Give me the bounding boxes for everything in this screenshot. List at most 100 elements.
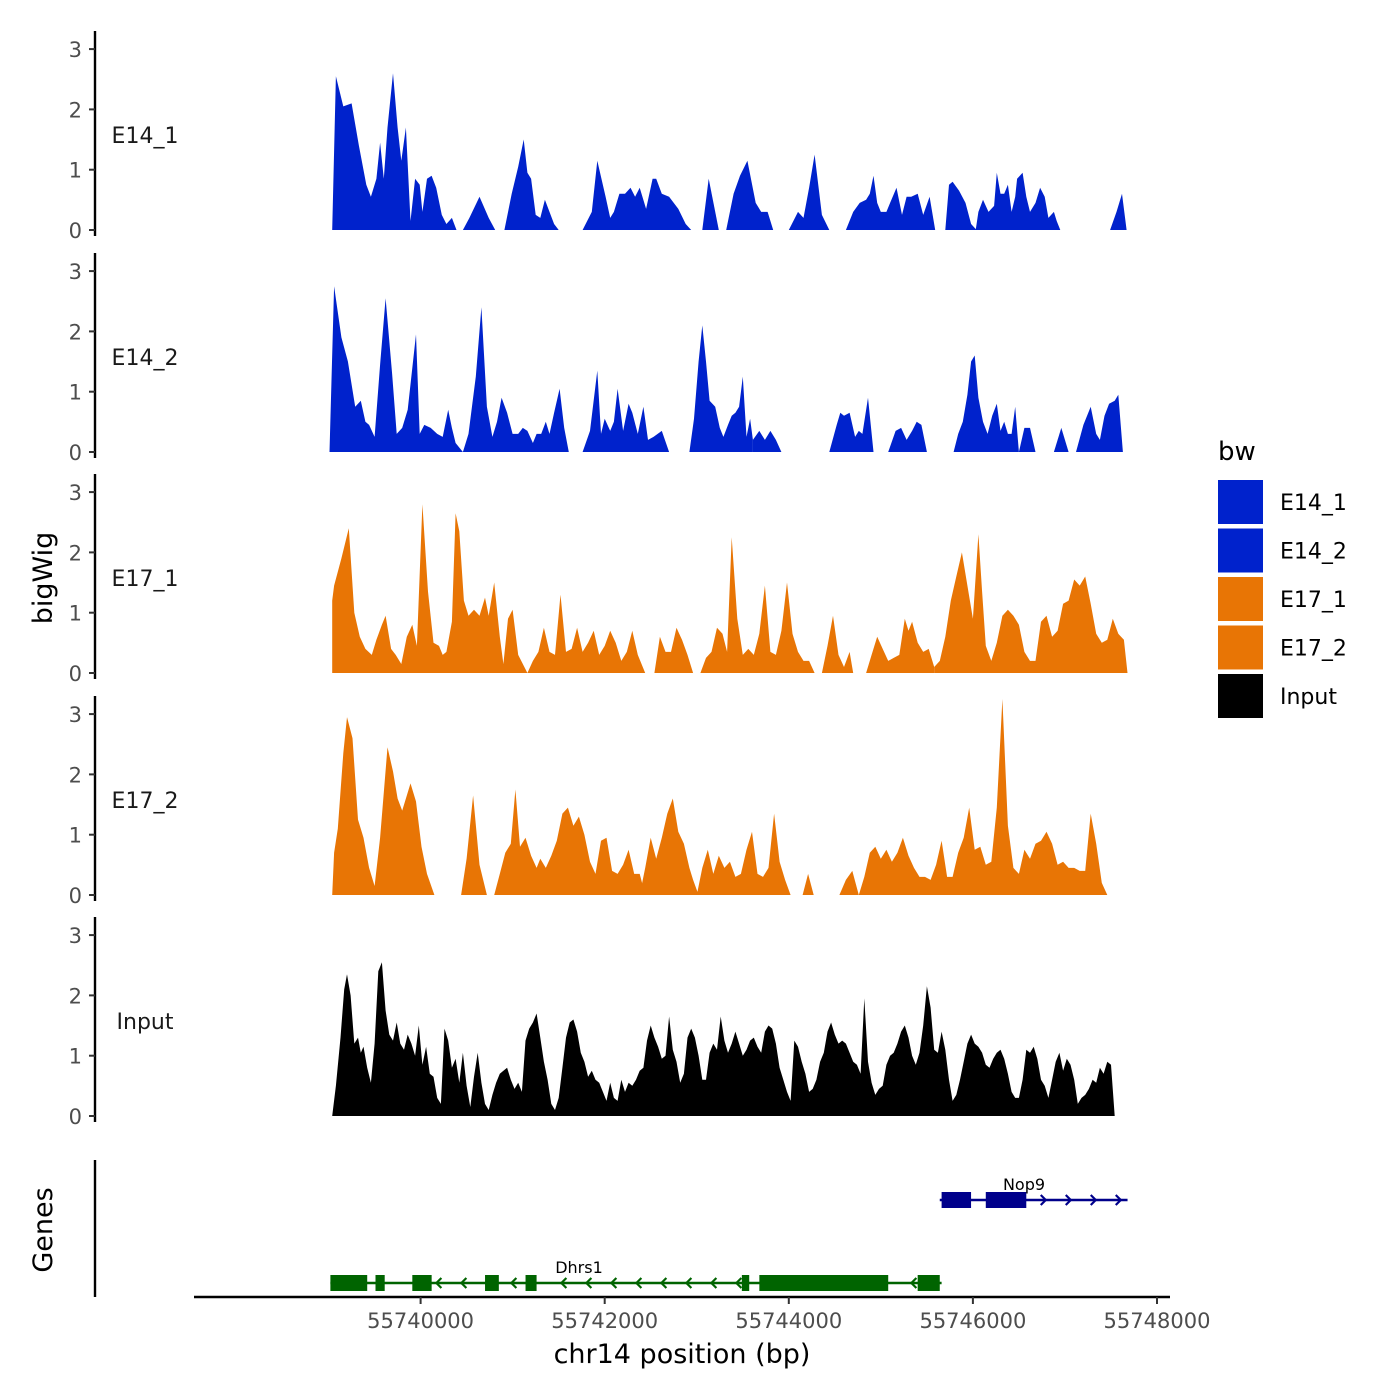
strand-arrow [634,1277,643,1289]
genes-axis-title: Genes [28,1187,59,1272]
signal-area [332,717,435,895]
signal-area [858,699,1108,895]
signal-area [582,160,692,230]
legend-label: E17_2 [1280,637,1347,662]
strand-arrow [709,1277,718,1289]
legend-items: E14_1 E14_2 E17_1 E17_2 Input [1218,480,1347,718]
exon [375,1275,385,1291]
signal-area [829,397,874,452]
signal-area [975,172,1061,230]
signal-area [700,537,815,673]
signal-area [1076,394,1123,452]
gene-dhrs1: Dhrs1 [330,1258,942,1291]
exon [941,1192,972,1208]
y-tick-label: 3 [69,260,82,284]
legend-label: Input [1280,685,1337,710]
signal-area [845,175,936,230]
track-label: E17_1 [112,567,179,592]
y-tick-label: 1 [69,1045,82,1069]
y-tick-label: 2 [69,320,82,344]
y-tick-label: 2 [69,984,82,1008]
legend: bw E14_1 E14_2 E17_1 E17_2 Input [1218,437,1347,718]
x-axis-title: chr14 position (bp) [554,1339,811,1370]
x-tick-label: 55744000 [735,1309,842,1333]
signal-area [494,789,646,895]
signal-area [504,139,559,230]
y-tick-label: 1 [69,602,82,626]
signal-area [866,618,935,673]
signal-area [462,196,496,230]
track-input: 0 1 2 3 Input [69,917,1115,1129]
legend-swatch [1218,577,1263,621]
legend-swatch [1218,528,1263,573]
signal-area [726,160,774,230]
signal-area [329,286,463,452]
y-tick-label: 2 [69,541,82,565]
strand-arrow [909,1277,918,1289]
track-e17-2: 0 1 2 3 E17_2 [69,696,1108,908]
track-panels: 0 1 2 3 E14_1 0 1 2 3 E14_2 0 1 2 3 E17_1 0 1 2 3 E17_2 0 1 2 3… [69,31,1128,1129]
y-tick-label: 1 [69,824,82,848]
signal-area [839,870,859,895]
strand-arrow [684,1277,693,1289]
y-tick-label: 3 [69,38,82,62]
signal-area [788,154,830,230]
signal-area [654,627,694,673]
y-tick-label: 0 [69,219,82,243]
signal-area [953,355,1019,452]
y-tick-label: 0 [69,884,82,908]
track-label: E17_2 [112,789,179,814]
y-tick-label: 3 [69,703,82,727]
signal-area [1053,427,1069,452]
signal-area [639,798,699,895]
x-axis: 55740000 55742000 55744000 55746000 55748000 [194,1295,1210,1333]
legend-label: E14_1 [1280,491,1347,516]
signal-area [462,307,569,452]
track-e14-1: 0 1 2 3 E14_1 [69,31,1127,243]
strand-arrow [1064,1194,1073,1206]
strand-arrow [659,1277,668,1289]
track-e17-1: 0 1 2 3 E17_1 [69,474,1128,686]
y-tick-label: 1 [69,159,82,183]
signal-area [689,325,753,452]
signal-area [332,504,528,673]
strand-arrow [459,1277,468,1289]
exon [917,1275,940,1291]
legend-label: E17_1 [1280,588,1347,613]
signal-area [945,181,977,230]
exon [525,1275,537,1291]
signal-area [461,795,487,895]
y-tick-label: 0 [69,662,82,686]
signal-area [1110,193,1127,230]
y-tick-label: 0 [69,1105,82,1129]
track-label: Input [117,1010,174,1035]
y-tick-label: 0 [69,441,82,465]
signal-area [696,813,791,895]
legend-swatch [1218,674,1263,718]
signal-area [582,370,670,452]
legend-title: bw [1218,437,1256,467]
signal-area [332,962,1115,1116]
signal-area [934,534,1128,673]
y-tick-label: 2 [69,98,82,122]
strand-arrow [509,1277,518,1289]
exon [759,1275,889,1291]
gene-nop9: Nop9 [939,1175,1128,1208]
strand-arrow [734,1277,743,1289]
y-tick-label: 1 [69,381,82,405]
signal-area [752,430,782,452]
signal-area [702,178,719,230]
strand-arrow [1089,1194,1098,1206]
x-tick-label: 55746000 [919,1309,1026,1333]
strand-arrow [434,1277,443,1289]
strand-arrow [1039,1194,1048,1206]
strand-arrow [559,1277,568,1289]
y-tick-label: 2 [69,763,82,787]
track-label: E14_2 [112,346,179,371]
strand-arrow [609,1277,618,1289]
strand-arrow [1114,1194,1123,1206]
y-tick-label: 3 [69,481,82,505]
y-tick-label: 3 [69,924,82,948]
x-tick-label: 55742000 [551,1309,658,1333]
